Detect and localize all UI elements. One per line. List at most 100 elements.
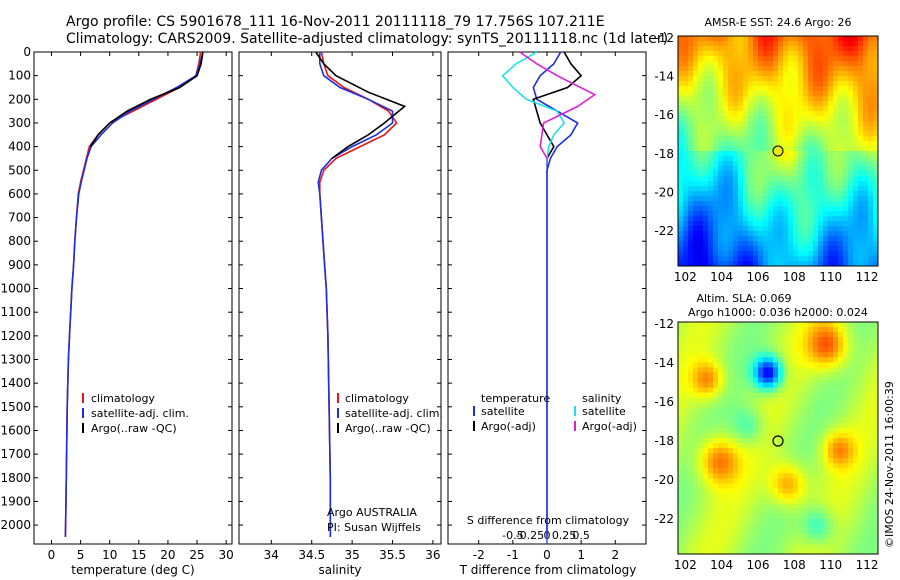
map-cell (693, 56, 699, 62)
map-cell (683, 382, 689, 388)
map-cell (778, 347, 784, 353)
map-cell (858, 468, 864, 474)
map-cell (743, 498, 749, 504)
map-cell (818, 221, 824, 227)
map-cell (733, 332, 739, 338)
map-cell (858, 478, 864, 484)
map-cell (753, 226, 759, 232)
map-cell (868, 427, 874, 434)
map-cell (848, 478, 854, 484)
map-y-tick-label: -16 (654, 108, 674, 122)
map-cell (858, 76, 864, 82)
map-cell (843, 342, 849, 348)
map-cell (728, 518, 734, 525)
map-cell (863, 231, 869, 237)
map-cell (763, 246, 769, 252)
map-cell (868, 422, 874, 429)
map-cell (688, 322, 694, 328)
map-cell (738, 392, 744, 399)
map-cell (728, 176, 734, 182)
salinity-xlabel: salinity (318, 563, 361, 577)
map-cell (818, 543, 824, 550)
map-cell (808, 41, 814, 47)
map-cell (798, 473, 804, 479)
map-cell (863, 36, 869, 42)
map-cell (748, 181, 754, 187)
map-cell (678, 382, 684, 388)
map-cell (863, 176, 869, 182)
map-cell (703, 166, 709, 172)
map-cell (858, 402, 864, 409)
map-cell (723, 463, 729, 469)
series-line (318, 51, 398, 537)
map-cell (718, 166, 724, 172)
map-cell (753, 322, 759, 328)
map-cell (743, 362, 749, 368)
map-cell (723, 211, 729, 217)
map-cell (853, 96, 859, 102)
map-cell (858, 463, 864, 469)
map-cell (713, 342, 719, 348)
map-cell (768, 261, 774, 267)
map-cell (773, 473, 779, 479)
map-cell (848, 46, 854, 52)
map-cell (818, 397, 824, 404)
map-cell (768, 121, 774, 127)
map-cell (773, 241, 779, 247)
map-cell (793, 51, 799, 57)
map-cell (728, 181, 734, 187)
sst-map (678, 36, 879, 267)
map-cell (678, 91, 684, 97)
map-cell (713, 206, 719, 212)
map-cell (733, 161, 739, 167)
map-cell (718, 342, 724, 348)
map-cell (693, 206, 699, 212)
map-cell (713, 66, 719, 72)
map-cell (783, 201, 789, 207)
map-cell (703, 121, 709, 127)
map-cell (773, 256, 779, 262)
map-cell (823, 141, 829, 147)
map-cell (758, 76, 764, 82)
map-cell (858, 362, 864, 368)
map-cell (718, 246, 724, 252)
map-cell (713, 201, 719, 207)
map-cell (823, 41, 829, 47)
map-cell (783, 151, 789, 157)
map-cell (728, 327, 734, 333)
map-cell (773, 458, 779, 464)
map-cell (788, 56, 794, 62)
map-cell (848, 392, 854, 399)
map-cell (698, 246, 704, 252)
map-cell (818, 498, 824, 504)
map-cell (788, 337, 794, 343)
map-cell (818, 443, 824, 449)
map-cell (733, 176, 739, 182)
map-cell (748, 382, 754, 388)
map-cell (738, 337, 744, 343)
map-cell (843, 41, 849, 47)
map-cell (808, 402, 814, 409)
map-cell (748, 432, 754, 439)
depth-tick-label: 1600 (0, 423, 31, 437)
map-cell (743, 66, 749, 72)
map-cell (863, 41, 869, 47)
map-cell (753, 478, 759, 484)
map-cell (763, 76, 769, 82)
map-cell (868, 176, 874, 182)
map-cell (798, 251, 804, 257)
map-cell (848, 503, 854, 510)
map-cell (808, 71, 814, 77)
map-cell (683, 362, 689, 368)
map-cell (713, 332, 719, 338)
map-cell (743, 171, 749, 177)
map-cell (723, 412, 729, 419)
map-cell (833, 206, 839, 212)
map-cell (773, 156, 779, 162)
map-cell (783, 332, 789, 338)
map-cell (833, 106, 839, 112)
map-cell (783, 362, 789, 368)
map-cell (798, 422, 804, 429)
map-cell (858, 186, 864, 192)
map-cell (743, 186, 749, 192)
